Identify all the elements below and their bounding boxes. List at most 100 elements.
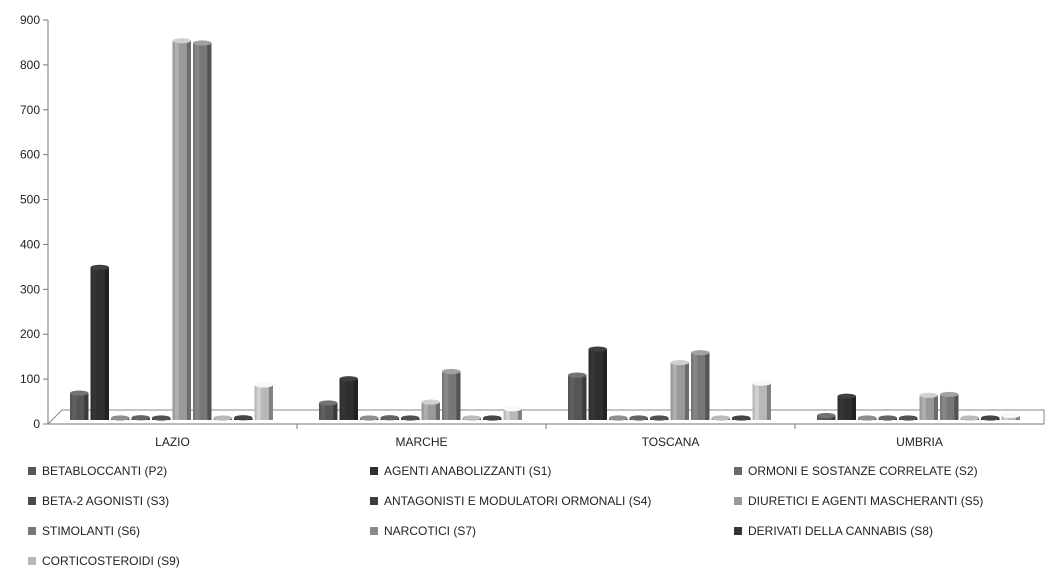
bar-cap (131, 415, 150, 421)
bar-highlight (819, 415, 824, 420)
x-category-label: MARCHE (395, 435, 447, 449)
bar-cap (588, 346, 607, 352)
bar-shadow (104, 267, 109, 420)
bar-highlight (672, 362, 677, 420)
y-tick-label: 700 (20, 103, 40, 117)
bar-cap (213, 415, 232, 421)
bar-body (503, 408, 522, 420)
bar (421, 399, 440, 420)
bar-cap (254, 382, 273, 388)
legend-item: AGENTI ANABOLIZZANTI (S1) (370, 464, 551, 478)
bar-cap (732, 415, 751, 421)
bar-cap (462, 415, 481, 421)
bar (483, 415, 502, 421)
bar-cap (670, 359, 689, 366)
y-tick-label: 0 (33, 417, 40, 431)
bar-cap (940, 391, 959, 398)
chart-bars (70, 38, 1020, 421)
bar-shadow (582, 375, 587, 420)
bar-highlight (92, 267, 97, 420)
y-tick-label: 300 (20, 282, 40, 296)
bar (732, 415, 751, 421)
legend-swatch (734, 527, 742, 535)
bar-cap (193, 40, 212, 46)
bar (1001, 412, 1020, 420)
bar-cap (568, 372, 587, 378)
bar-shadow (954, 394, 959, 420)
bar (981, 415, 1000, 421)
bar-shadow (84, 393, 89, 420)
bar-highlight (754, 383, 759, 420)
x-category-label: LAZIO (155, 435, 190, 449)
bar-highlight (195, 42, 200, 420)
bar-cap (629, 415, 648, 421)
legend-item: BETA-2 AGONISTI (S3) (28, 494, 169, 508)
bar-highlight (423, 402, 428, 420)
y-tick-label: 500 (20, 193, 40, 207)
bar (817, 412, 836, 420)
bar-shadow (353, 378, 358, 420)
bar-cap (111, 415, 130, 421)
bar-highlight (942, 394, 947, 420)
legend-label: STIMOLANTI (S6) (42, 524, 141, 538)
bar-cap (817, 412, 836, 419)
y-tick-label: 800 (20, 58, 40, 72)
legend-item: STIMOLANTI (S6) (28, 524, 140, 538)
y-tick-label: 900 (20, 13, 40, 27)
bar (503, 406, 522, 420)
bar (691, 350, 710, 420)
bar-cap (981, 415, 1000, 421)
bar-shadow (435, 402, 440, 420)
bar-cap (691, 350, 710, 356)
bar (960, 415, 979, 421)
bar-highlight (444, 371, 449, 420)
legend-item: ANTAGONISTI E MODULATORI ORMONALI (S4) (370, 494, 651, 508)
bar (609, 415, 628, 421)
legend-label: AGENTI ANABOLIZZANTI (S1) (384, 464, 552, 478)
bar-highlight (570, 375, 575, 420)
bar-cap (899, 415, 918, 421)
bar-highlight (256, 384, 261, 420)
bar-highlight (72, 393, 77, 420)
y-tick-label: 600 (20, 148, 40, 162)
bar (70, 390, 89, 420)
bar-shadow (684, 362, 689, 420)
bar-cap (380, 415, 399, 421)
bar-shadow (766, 383, 771, 420)
bar (152, 415, 171, 421)
legend-item: ORMONI E SOSTANZE CORRELATE (S2) (734, 464, 978, 478)
bar-cap (421, 399, 440, 405)
bar (193, 40, 212, 420)
bar (899, 415, 918, 421)
bar (111, 415, 130, 421)
bar-cap (152, 415, 171, 421)
bar-cap (70, 390, 89, 396)
bar-highlight (1003, 415, 1008, 420)
legend-swatch (370, 467, 378, 475)
bar-cap (90, 264, 109, 270)
x-category-label: TOSCANA (642, 435, 700, 449)
bar-highlight (174, 40, 179, 420)
bar-shadow (268, 384, 273, 420)
bar-shadow (207, 42, 212, 420)
bar-shadow (333, 402, 338, 420)
bar-highlight (341, 378, 346, 420)
legend-item: DIURETICI E AGENTI MASCHERANTI (S5) (734, 494, 983, 508)
bar (442, 368, 461, 420)
bar (878, 415, 897, 421)
bar (568, 372, 587, 420)
bar (172, 38, 191, 420)
legend-label: ANTAGONISTI E MODULATORI ORMONALI (S4) (384, 494, 652, 508)
bar-cap (442, 368, 461, 375)
bar (752, 380, 771, 420)
bar-cap (339, 376, 358, 382)
bar (837, 393, 856, 420)
bar (319, 400, 338, 420)
bar-chart: 0 100 200 300 400 500 600 700 800 900 LAZIO MARCHE T… (20, 13, 1045, 449)
bar-cap (503, 406, 522, 412)
bar-shadow (705, 352, 710, 420)
bar-cap (878, 415, 897, 421)
bar-cap (711, 415, 730, 421)
bar-cap (837, 393, 856, 399)
bar-shadow (517, 408, 522, 420)
